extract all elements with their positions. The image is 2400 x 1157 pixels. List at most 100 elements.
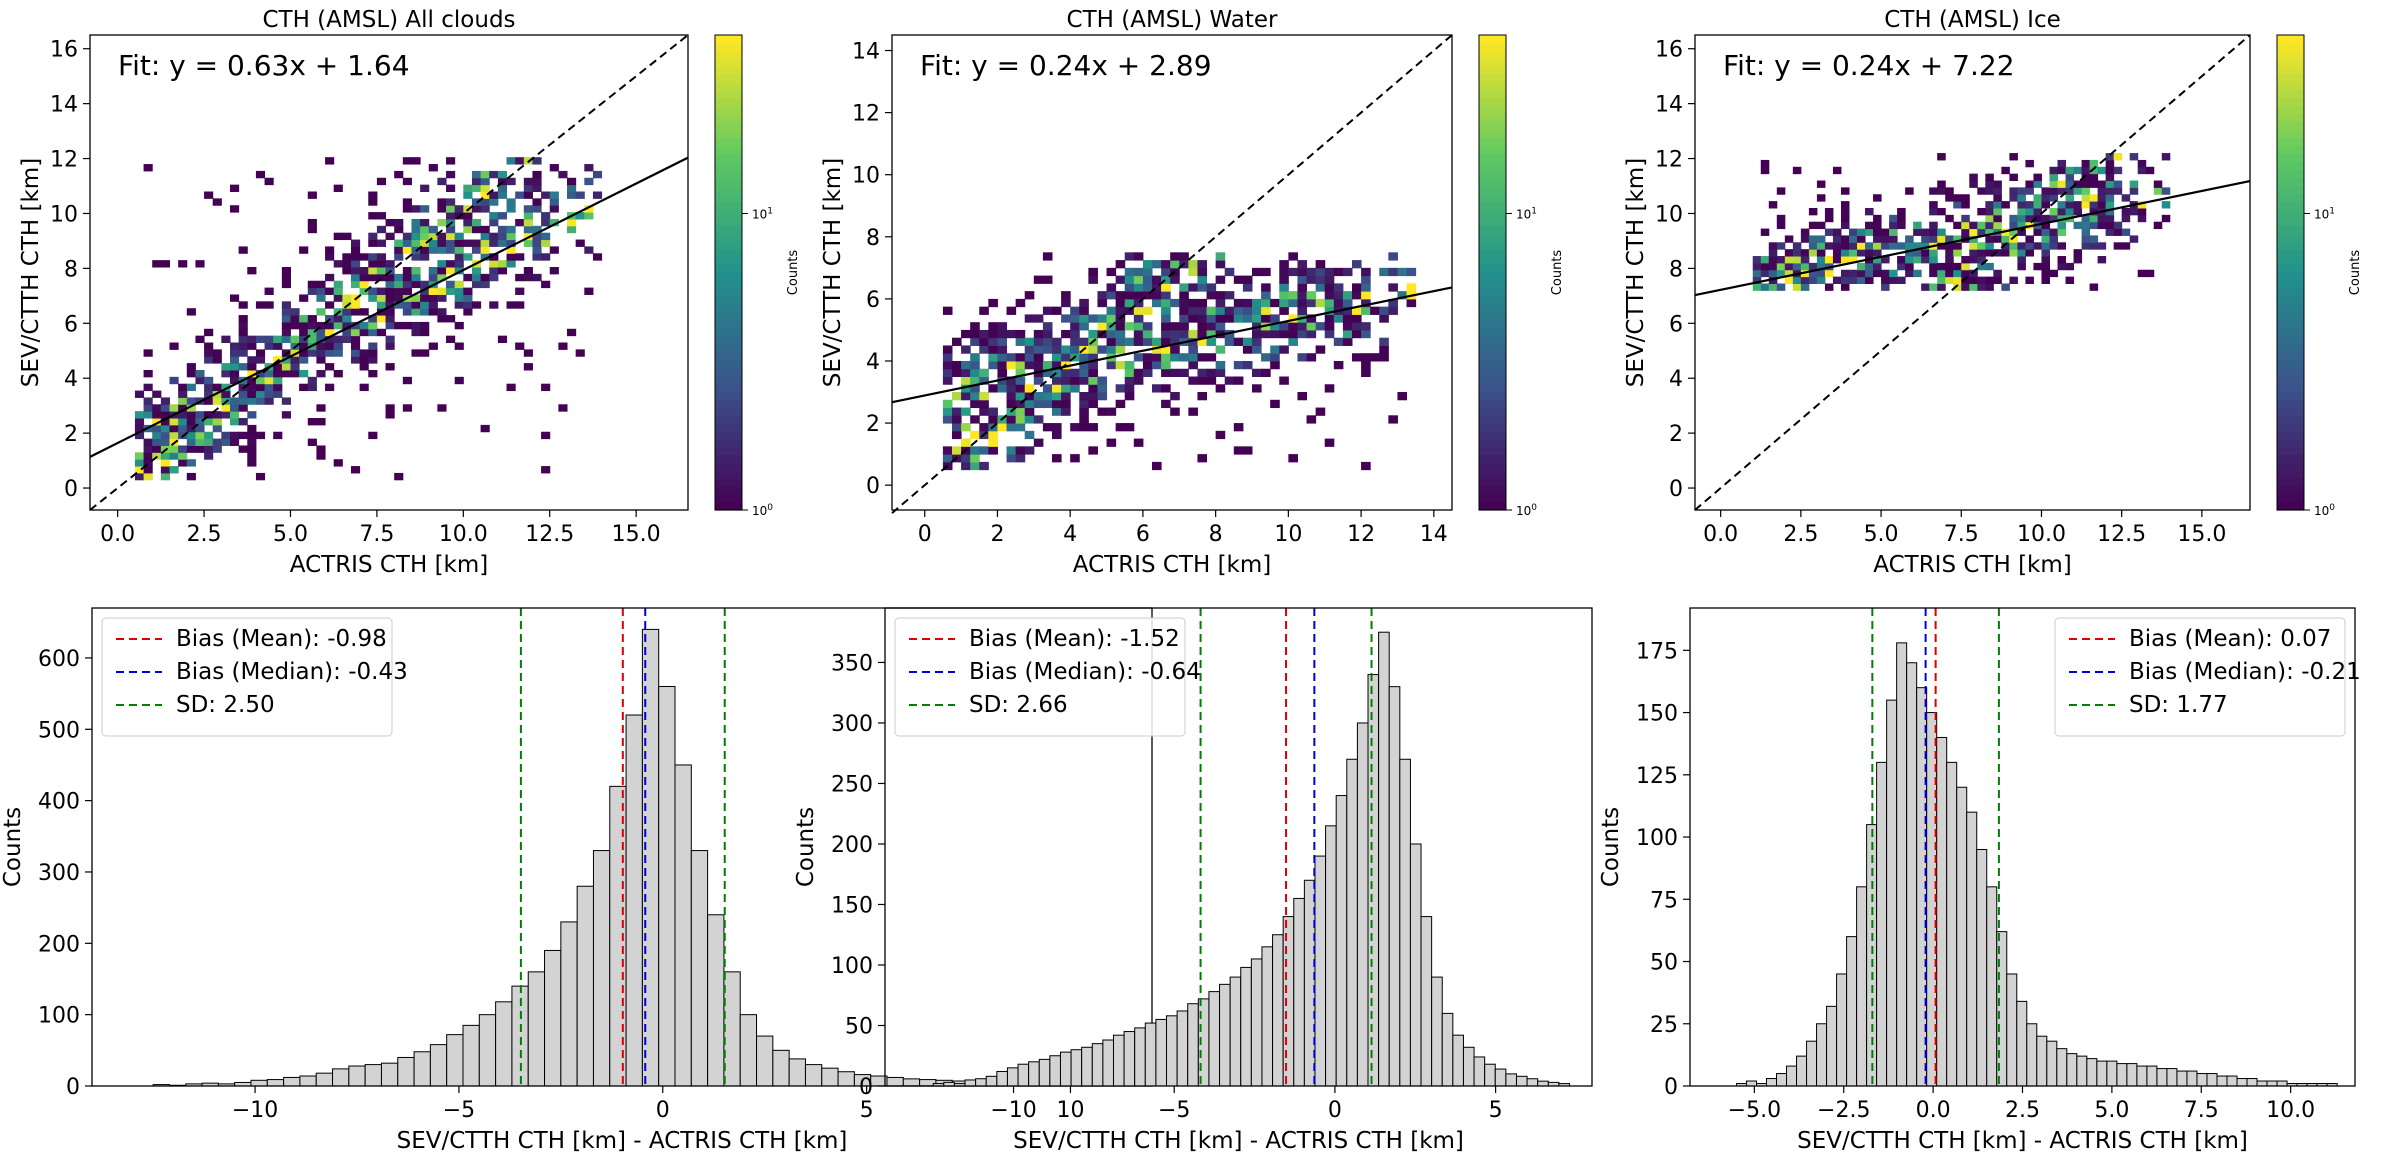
chart-2-cell: [1945, 242, 1954, 250]
chart-0-cell: [169, 466, 179, 474]
chart-0-cell: [281, 273, 291, 282]
chart-0-cell: [186, 445, 196, 453]
chart-0-cell: [316, 356, 326, 364]
chart-1-cell: [1179, 252, 1189, 261]
chart-2-cell: [2001, 201, 2010, 209]
chart-1-cell: [1070, 329, 1080, 339]
chart-2-cell: [2057, 180, 2067, 188]
chart-1-colorbar-segment: [1479, 430, 1506, 440]
chart-0-cell: [402, 376, 412, 385]
chart-1-cell: [1170, 368, 1180, 378]
chart-4-bar: [985, 1075, 998, 1087]
chart-2-cell: [1792, 283, 1802, 291]
chart-0-cell: [411, 157, 421, 165]
chart-1-cell: [1133, 267, 1144, 277]
chart-0-cell: [186, 404, 196, 412]
chart-2-cell: [2001, 166, 2010, 175]
chart-0-colorbar-segment: [715, 90, 742, 99]
chart-1-cell: [1015, 376, 1026, 385]
chart-0-cell: [307, 287, 317, 295]
chart-0-cell: [204, 191, 214, 199]
chart-1-colorbar-segment: [1479, 225, 1506, 234]
chart-1-colorbar-segment: [1479, 343, 1506, 353]
chart-0-cell: [316, 418, 326, 426]
chart-2-cell: [1840, 249, 1850, 257]
chart-3-bar: [462, 1024, 480, 1087]
chart-3-bar: [674, 764, 692, 1087]
chart-1-colorbar-segment: [1479, 462, 1506, 472]
chart-0-cell: [134, 390, 145, 398]
chart-0-cell: [428, 301, 438, 309]
chart-0-cell: [385, 273, 395, 282]
chart-2-cell: [2089, 283, 2099, 291]
chart-2-cell: [1897, 276, 1906, 284]
chart-1-ylabel: SEV/CTTH CTH [km]: [820, 158, 846, 387]
chart-0-cell: [446, 205, 456, 213]
chart-4-bar: [1367, 674, 1380, 1087]
chart-2-cell: [1921, 256, 1930, 264]
chart-1-cell: [1133, 252, 1144, 261]
chart-3-bar: [902, 1078, 921, 1087]
chart-2-cell: [2081, 201, 2091, 209]
chart-1-cell: [1324, 322, 1335, 331]
chart-0-cell: [316, 335, 326, 344]
chart-0-cell: [307, 321, 317, 330]
chart-2-cell: [1985, 235, 1994, 243]
chart-0-cell: [255, 472, 266, 481]
chart-0-cell: [359, 349, 369, 357]
chart-0-cell: [247, 267, 257, 275]
chart-1-cell: [1161, 322, 1171, 331]
chart-1-cell: [1161, 291, 1171, 300]
chart-5-bar: [2276, 1080, 2288, 1087]
chart-2-cell: [2161, 153, 2171, 161]
chart-2-cell: [1832, 228, 1842, 236]
chart-1-cell: [988, 446, 998, 455]
chart-0-cell: [152, 390, 162, 398]
chart-2-cell: [1905, 235, 1914, 243]
chart-1-cell: [1024, 353, 1035, 362]
chart-0-cell: [463, 191, 473, 199]
chart-0-cell: [454, 342, 464, 350]
chart-0-cell: [489, 301, 499, 309]
chart-2-cell: [2073, 221, 2083, 230]
chart-2-cell: [2081, 242, 2091, 250]
chart-0-colorbar-segment: [715, 320, 742, 329]
chart-0-cell: [394, 239, 404, 247]
chart-1-cell: [1079, 423, 1089, 432]
chart-2-cell: [1897, 256, 1906, 264]
chart-2-cell: [2017, 214, 2026, 223]
chart-1-cell: [1361, 306, 1371, 315]
chart-2-cell: [1977, 242, 1986, 250]
chart-2-cell: [2065, 201, 2075, 209]
chart-0-cell: [532, 205, 542, 213]
chart-0-cell: [186, 383, 196, 392]
chart-1-cell: [1288, 298, 1298, 308]
chart-1-cell: [1242, 314, 1253, 323]
chart-2-cell: [1977, 283, 1986, 291]
chart-1-cell: [1279, 275, 1289, 284]
chart-0-colorbar-segment: [715, 193, 742, 202]
chart-2-cell: [2025, 235, 2034, 243]
chart-3-bar: [690, 850, 709, 1087]
chart-5-bar: [2216, 1075, 2228, 1087]
chart-1-colorbar-segment: [1479, 98, 1506, 107]
chart-5-bar: [2026, 1023, 2038, 1087]
chart-2-cell: [1961, 214, 1970, 223]
chart-1-cell: [1197, 260, 1208, 269]
chart-0-colorbar-segment: [715, 296, 742, 305]
chart-1-cell: [1042, 368, 1053, 378]
chart-0-cell: [584, 246, 594, 254]
chart-1-cell: [1233, 314, 1244, 323]
chart-0-cell: [273, 335, 283, 344]
chart-2-cell: [1993, 207, 2002, 216]
chart-1-cell: [1097, 298, 1108, 308]
chart-1-cell: [1288, 252, 1298, 261]
chart-0-cell: [160, 418, 171, 426]
chart-4-bar: [1484, 1063, 1496, 1087]
chart-2-cell: [2073, 256, 2083, 264]
chart-1-cell: [1270, 314, 1280, 323]
chart-0-cell: [359, 328, 369, 337]
chart-2-colorbar-segment: [2277, 217, 2304, 226]
chart-1-cell: [988, 329, 998, 339]
chart-1-cell: [1342, 267, 1353, 277]
